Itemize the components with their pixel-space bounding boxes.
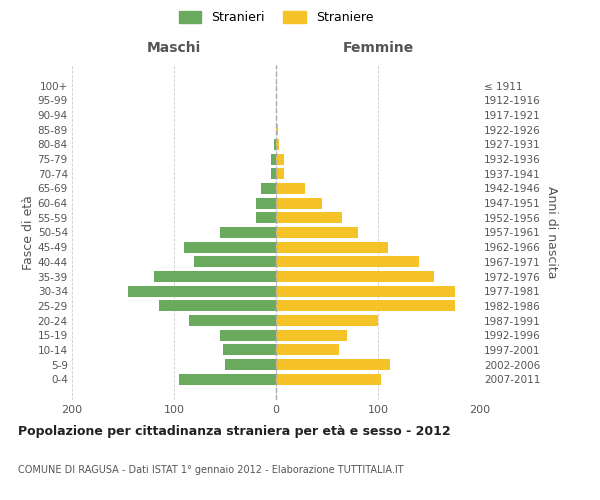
Bar [276, 374, 381, 385]
Bar [158, 300, 276, 312]
Bar [274, 139, 276, 150]
Legend: Stranieri, Straniere: Stranieri, Straniere [179, 11, 373, 24]
Bar [276, 256, 419, 268]
Bar [179, 374, 276, 385]
Bar [276, 139, 279, 150]
Bar [276, 330, 347, 340]
Bar [276, 212, 342, 224]
Bar [225, 359, 276, 370]
Bar [276, 271, 434, 282]
Bar [276, 198, 322, 208]
Bar [271, 154, 276, 164]
Bar [271, 168, 276, 179]
Bar [190, 315, 276, 326]
Bar [276, 124, 278, 136]
Bar [256, 212, 276, 224]
Bar [276, 168, 284, 179]
Text: Popolazione per cittadinanza straniera per età e sesso - 2012: Popolazione per cittadinanza straniera p… [18, 425, 451, 438]
Text: COMUNE DI RAGUSA - Dati ISTAT 1° gennaio 2012 - Elaborazione TUTTITALIA.IT: COMUNE DI RAGUSA - Dati ISTAT 1° gennaio… [18, 465, 404, 475]
Bar [154, 271, 276, 282]
Bar [276, 154, 284, 164]
Bar [256, 198, 276, 208]
Bar [223, 344, 276, 356]
Bar [276, 183, 305, 194]
Y-axis label: Anni di nascita: Anni di nascita [545, 186, 557, 279]
Bar [276, 315, 378, 326]
Bar [276, 242, 388, 252]
Bar [276, 359, 390, 370]
Bar [276, 286, 455, 296]
Bar [184, 242, 276, 252]
Bar [260, 183, 276, 194]
Y-axis label: Fasce di età: Fasce di età [22, 195, 35, 270]
Bar [276, 300, 455, 312]
Bar [220, 330, 276, 340]
Bar [276, 344, 339, 356]
Bar [220, 227, 276, 238]
Bar [276, 227, 358, 238]
Text: Femmine: Femmine [343, 41, 413, 55]
Bar [194, 256, 276, 268]
Text: Maschi: Maschi [147, 41, 201, 55]
Bar [128, 286, 276, 296]
